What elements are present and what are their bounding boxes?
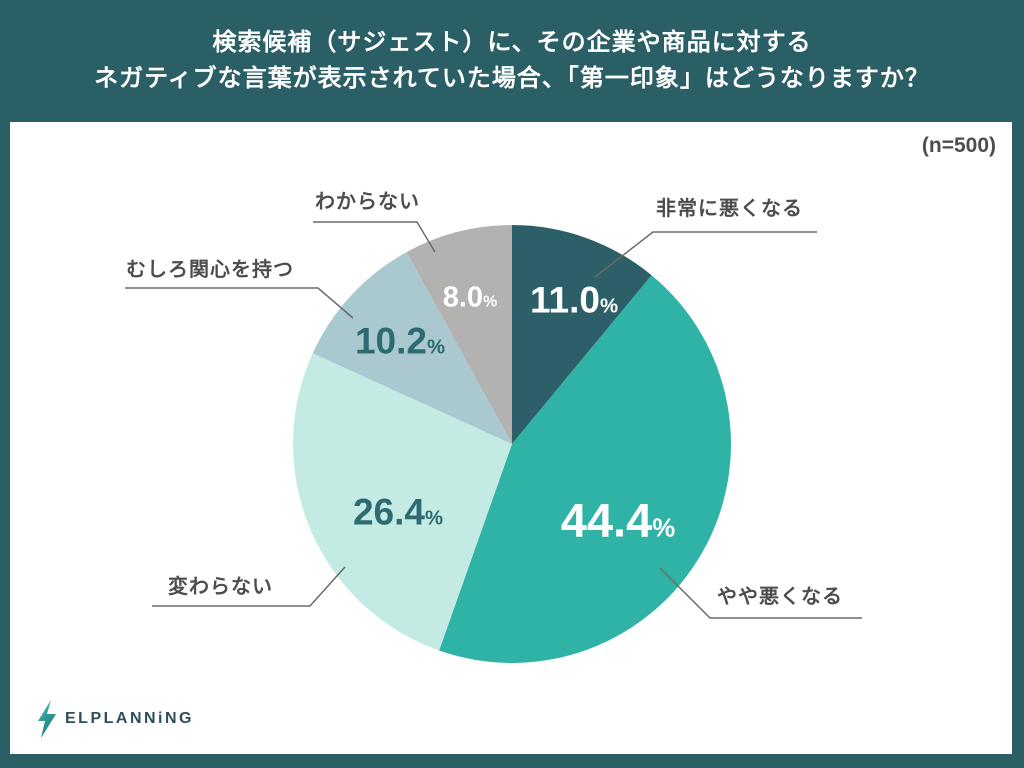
slice-value-number: 44.4 (560, 493, 653, 547)
pie-slice-2 (293, 353, 512, 651)
slice-label-very-bad: 非常に悪くなる (656, 198, 803, 220)
slice-label-mushiro: むしろ関心を持つ (126, 259, 294, 281)
pie-chart (293, 225, 731, 663)
slice-value-number: 11.0 (529, 279, 600, 321)
slice-label-yaya: やや悪くなる (717, 586, 843, 608)
company-logo: ELPLANNiNG (36, 700, 194, 738)
slice-value-number: 8.0 (442, 281, 484, 314)
slice-label-kawaranai: 変わらない (168, 576, 273, 598)
logo-text: ELPLANNiNG (65, 710, 194, 727)
percent-sign: % (483, 293, 498, 311)
slice-value-yaya: 44.4% (561, 497, 675, 544)
slice-value-number: 10.2 (354, 320, 427, 362)
percent-sign: % (426, 336, 446, 359)
percent-sign: % (424, 507, 444, 530)
title-line-1: 検索候補（サジェスト）に、その企業や商品に対する (212, 29, 812, 56)
pie-slice-3 (312, 252, 512, 444)
pie-slice-0 (512, 225, 652, 444)
title-line-2: ネガティブな言葉が表示されていた場合、「第一印象」はどうなりますか？ (94, 65, 930, 92)
slice-value-number: 26.4 (352, 491, 425, 533)
percent-sign: % (652, 514, 676, 543)
chart-card: (n=500) 非常に悪くなる やや悪くなる 変わらない むしろ関心を持つ わか… (10, 122, 1012, 754)
slice-value-kawaranai: 26.4% (353, 494, 443, 531)
percent-sign: % (599, 295, 619, 318)
slice-value-wakaranai: 8.0% (442, 281, 498, 314)
title-band: 検索候補（サジェスト）に、その企業や商品に対する ネガティブな言葉が表示されてい… (0, 0, 1024, 122)
pie-slice-1 (439, 275, 731, 663)
pie-slice-4 (406, 225, 512, 444)
slice-value-mushiro: 10.2% (355, 323, 445, 360)
slice-label-wakaranai: わからない (315, 191, 420, 213)
sample-size-label: (n=500) (921, 134, 996, 157)
slice-value-very-bad: 11.0% (530, 282, 618, 319)
lightning-bolt-icon (38, 700, 56, 738)
